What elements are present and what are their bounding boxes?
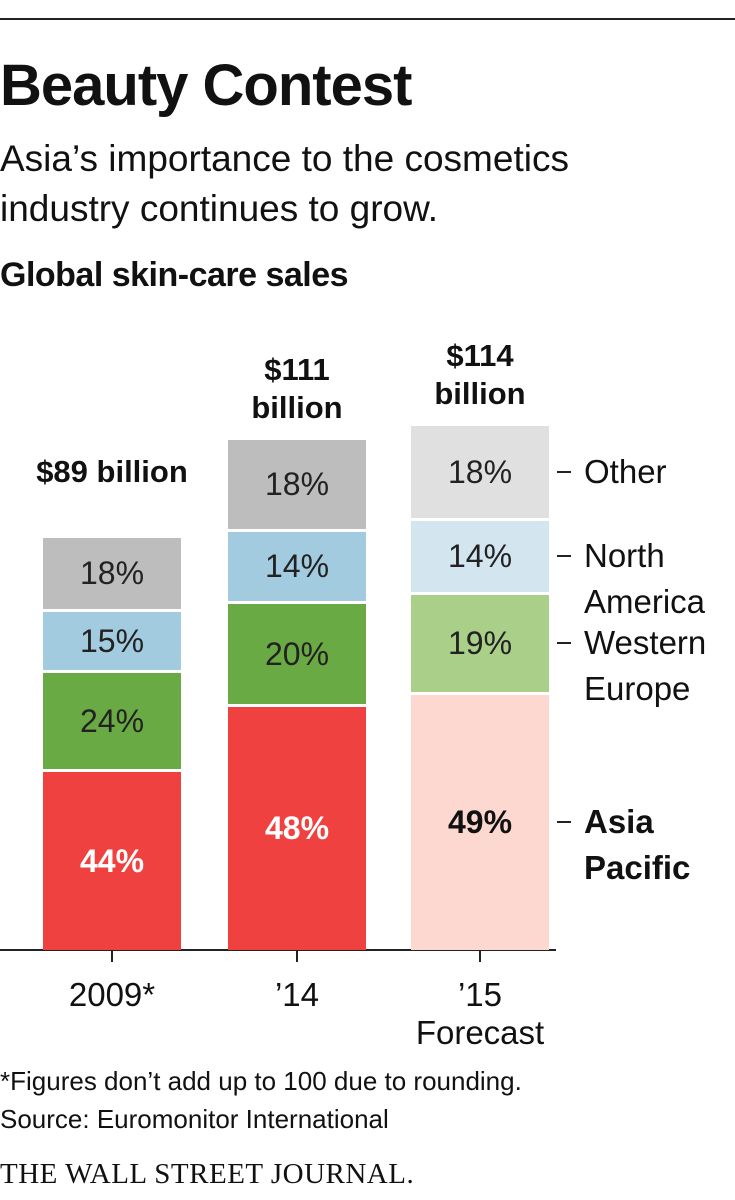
legend-dash (557, 471, 571, 474)
total-label: $111 billion (251, 352, 343, 426)
value-label: 14% (447, 537, 513, 574)
total-label: $89 billion (36, 453, 188, 489)
bar-segment: 20% (228, 601, 366, 704)
legend-dash (557, 642, 571, 645)
footnote: *Figures don’t add up to 100 due to roun… (0, 1066, 522, 1096)
bar-segment: 49% (411, 691, 549, 950)
value-label: 24% (79, 702, 145, 739)
baseline (0, 949, 556, 951)
chart-title: Global skin-care sales (0, 256, 349, 294)
bar-segment: 14% (228, 529, 366, 602)
legend-label: Western Europe (584, 624, 707, 708)
subtitle: Asia’s importance to the cosmetics indus… (0, 138, 569, 229)
x-tick (479, 950, 481, 962)
legend-label: North America (584, 537, 706, 621)
legend-dash (557, 821, 571, 824)
value-label: 44% (79, 842, 145, 879)
bar-segment: 19% (411, 591, 549, 692)
legend-dash (557, 555, 571, 558)
x-tick-label: 2009* (68, 976, 156, 1013)
bar-segment: 24% (43, 670, 181, 770)
value-label: 18% (264, 466, 330, 503)
bar-segment: 14% (411, 518, 549, 592)
value-label: 49% (447, 803, 513, 840)
title: Beauty Contest (0, 53, 412, 118)
top-rule (0, 18, 735, 20)
bar-segment: 18% (411, 423, 549, 519)
bar-segment: 18% (228, 437, 366, 530)
value-label: 14% (264, 548, 330, 585)
bar-segment: 44% (43, 769, 181, 950)
x-tick (296, 950, 298, 962)
source: Source: Euromonitor International (0, 1104, 389, 1134)
value-label: 18% (447, 453, 513, 490)
x-tick (111, 950, 113, 962)
x-tick-label: ’14 (274, 976, 320, 1013)
value-label: 19% (447, 624, 513, 661)
value-label: 20% (264, 635, 330, 672)
bar-segment: 18% (43, 534, 181, 609)
value-label: 18% (79, 554, 145, 591)
x-tick-label: ’15 Forecast (415, 976, 545, 1051)
total-label: $114 billion (434, 338, 526, 412)
legend-label: Asia Pacific (584, 803, 691, 887)
value-label: 15% (79, 622, 145, 659)
bar-segment: 15% (43, 608, 181, 671)
bar-segment: 48% (228, 703, 366, 950)
value-label: 48% (264, 809, 330, 846)
brand: THE WALL STREET JOURNAL. (0, 1158, 415, 1190)
legend-label: Other (584, 453, 667, 491)
